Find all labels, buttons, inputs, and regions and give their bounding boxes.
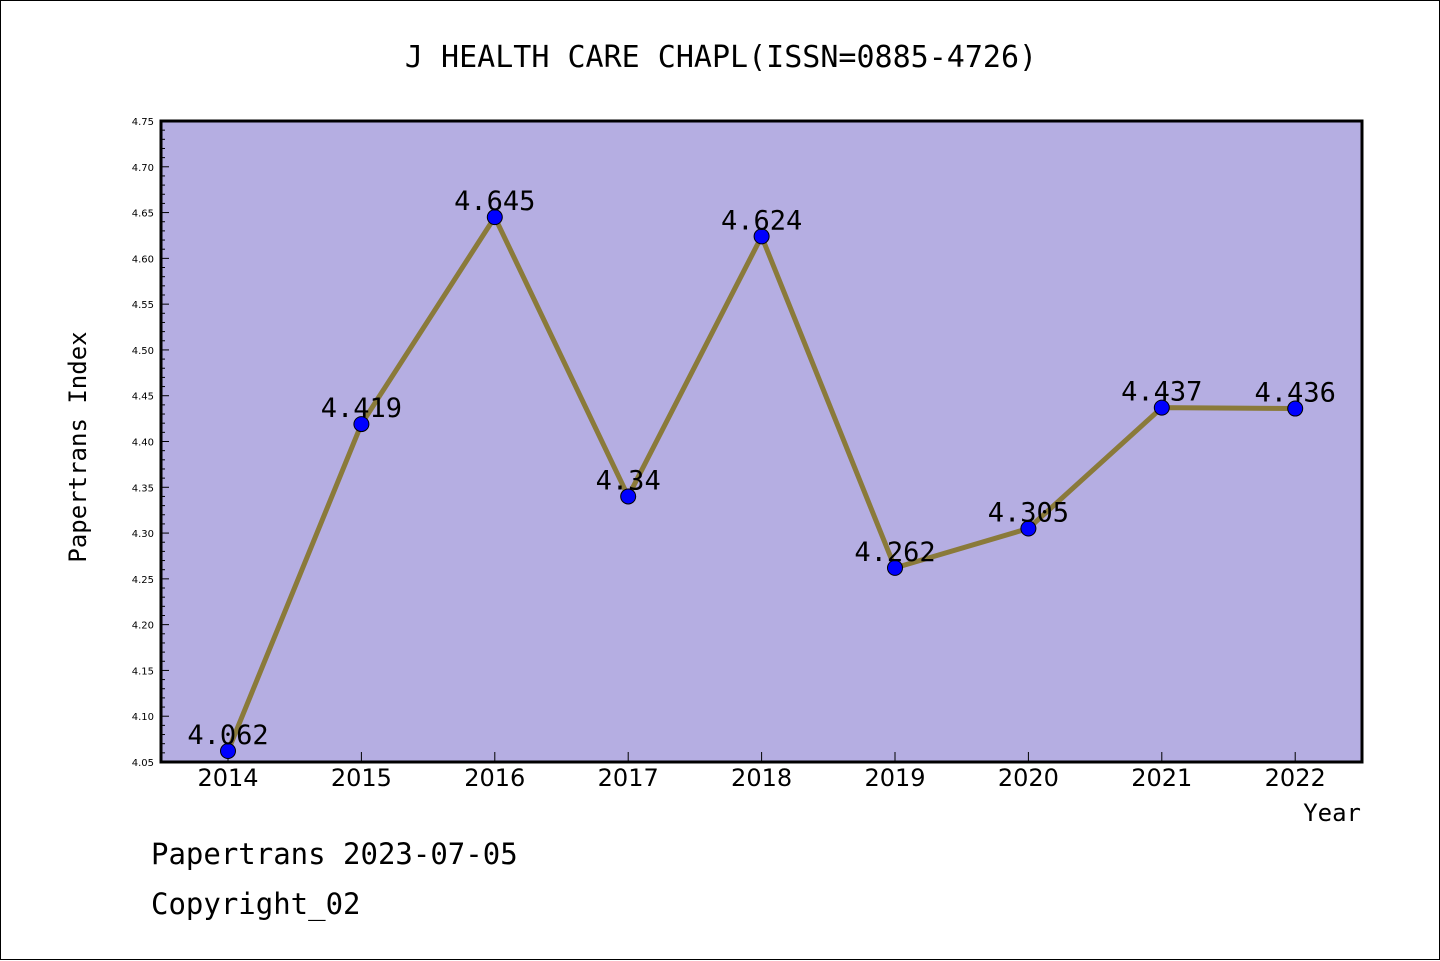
y-tick-label: 4.50 — [132, 346, 154, 357]
x-tick-label: 2017 — [598, 764, 659, 792]
plot-border — [159, 119, 1364, 764]
data-point-marker — [1153, 399, 1170, 416]
y-axis-title: Papertrans Index — [64, 331, 92, 562]
x-tick-label: 2018 — [731, 764, 792, 792]
data-point-marker — [887, 559, 903, 576]
x-axis-title: Year — [1303, 799, 1361, 827]
y-tick-label: 4.10 — [132, 712, 154, 723]
y-tick-label: 4.55 — [132, 300, 154, 311]
data-point-marker — [620, 488, 637, 505]
y-tick-label: 4.15 — [132, 666, 154, 677]
data-point-marker — [220, 743, 236, 760]
data-point-marker — [753, 228, 770, 245]
data-point-marker — [486, 209, 503, 226]
footer-date: Papertrans 2023-07-05 — [151, 837, 518, 871]
data-value-label: 4.305 — [988, 497, 1069, 528]
data-point-marker — [353, 416, 370, 433]
x-tick-label: 2020 — [998, 764, 1059, 792]
x-tick-label: 2014 — [197, 764, 258, 792]
x-tick-label: 2021 — [1131, 764, 1192, 792]
y-tick-label: 4.35 — [132, 483, 154, 494]
data-point-marker — [1020, 520, 1037, 537]
plot-area — [161, 121, 1362, 762]
data-value-label: 4.645 — [454, 186, 535, 217]
y-tick-label: 4.75 — [132, 117, 154, 128]
y-axis-ticks: 4.05 4.10 4.15 4.20 4.25 4.30 4.35 4.40 4.45 4.50… — [132, 117, 169, 769]
y-tick-label: 4.65 — [132, 209, 154, 220]
data-value-label: 4.624 — [721, 205, 802, 236]
data-markers — [220, 209, 1304, 760]
y-tick-label: 4.25 — [132, 575, 154, 586]
data-value-label: 4.436 — [1255, 378, 1336, 409]
x-tick-label: 2022 — [1265, 764, 1326, 792]
data-value-label: 4.34 — [596, 465, 661, 496]
data-value-label: 4.437 — [1121, 377, 1202, 408]
y-tick-label: 4.30 — [132, 529, 154, 540]
x-tick-label: 2016 — [464, 764, 525, 792]
x-axis-ticks: 2014 2015 2016 2017 2018 2019 2020 2021 2022 — [197, 752, 1326, 792]
data-value-label: 4.262 — [854, 537, 935, 568]
data-value-label: 4.419 — [321, 393, 402, 424]
data-labels: 4.062 4.419 4.645 4.34 4.624 4.262 4.305 4.437 4… — [187, 186, 1335, 751]
data-value-label: 4.062 — [187, 720, 268, 751]
y-tick-label: 4.60 — [132, 254, 154, 265]
x-tick-label: 2015 — [331, 764, 392, 792]
y-tick-label: 4.40 — [132, 438, 154, 449]
footer-copyright: Copyright_02 — [151, 887, 361, 921]
y-tick-label: 4.05 — [132, 758, 154, 769]
chart-title: J HEALTH CARE CHAPL(ISSN=0885-4726) — [405, 40, 1037, 75]
data-point-marker — [1287, 400, 1304, 417]
x-tick-label: 2019 — [864, 764, 925, 792]
y-tick-label: 4.45 — [132, 392, 154, 403]
y-tick-label: 4.70 — [132, 163, 154, 174]
y-tick-label: 4.20 — [132, 621, 154, 632]
